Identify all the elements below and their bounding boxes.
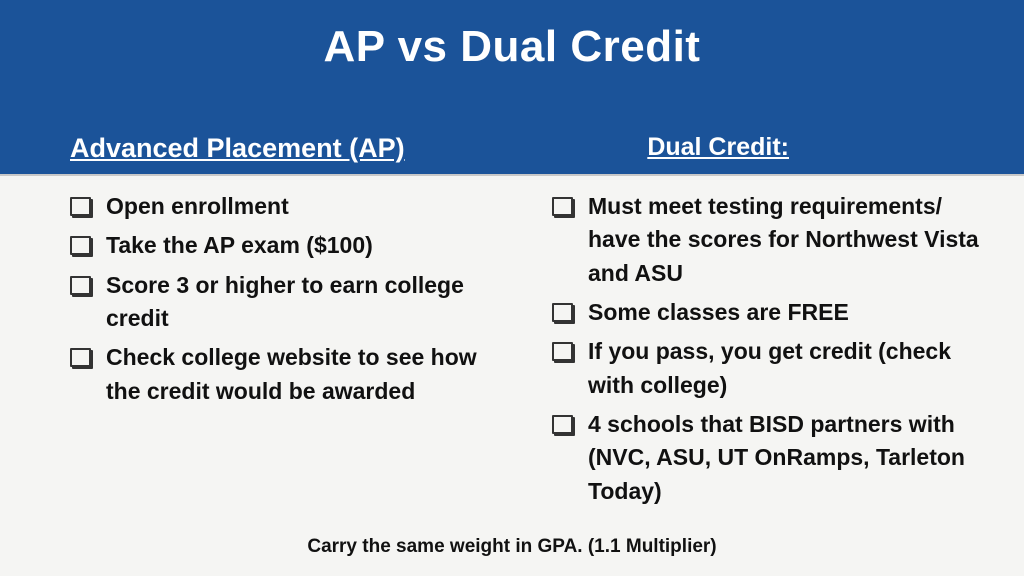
list-item: Take the AP exam ($100) — [70, 229, 492, 262]
list-item: 4 schools that BISD partners with (NVC, … — [552, 408, 984, 508]
footer-note: Carry the same weight in GPA. (1.1 Multi… — [0, 536, 1024, 558]
list-item: Score 3 or higher to earn college credit — [70, 269, 492, 336]
header-banner: AP vs Dual Credit Advanced Placement (AP… — [0, 0, 1024, 176]
left-column: Open enrollment Take the AP exam ($100) … — [0, 190, 512, 514]
list-item: Open enrollment — [70, 190, 492, 223]
subheader-row: Advanced Placement (AP) Dual Credit: — [0, 133, 1024, 164]
dual-credit-list: Must meet testing requirements/ have the… — [552, 190, 984, 508]
slide-title: AP vs Dual Credit — [324, 22, 701, 72]
left-column-heading: Advanced Placement (AP) — [70, 133, 405, 164]
list-item: Check college website to see how the cre… — [70, 341, 492, 408]
list-item: Some classes are FREE — [552, 296, 984, 329]
list-item: If you pass, you get credit (check with … — [552, 335, 984, 402]
body-columns: Open enrollment Take the AP exam ($100) … — [0, 176, 1024, 514]
right-column: Must meet testing requirements/ have the… — [512, 190, 1024, 514]
ap-list: Open enrollment Take the AP exam ($100) … — [70, 190, 492, 408]
right-column-heading: Dual Credit: — [647, 133, 789, 164]
list-item: Must meet testing requirements/ have the… — [552, 190, 984, 290]
